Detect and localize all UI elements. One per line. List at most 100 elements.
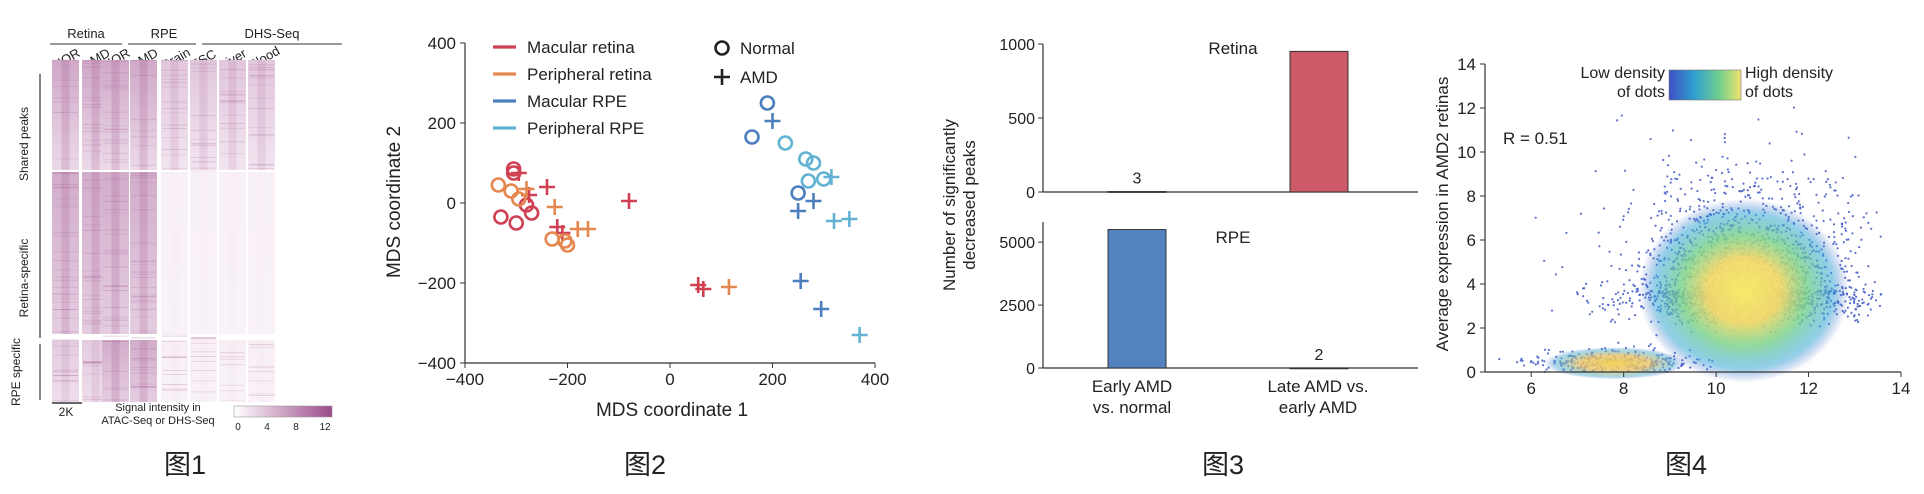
fig4-point bbox=[1779, 188, 1782, 191]
fig2-point-amd bbox=[580, 221, 596, 237]
fig4-point bbox=[1879, 293, 1882, 296]
fig3-y-tick-label: 0 bbox=[1026, 361, 1035, 378]
fig2-point-amd bbox=[792, 273, 809, 289]
fig4-point bbox=[1742, 188, 1745, 191]
fig1-heat-block bbox=[161, 340, 188, 402]
fig2-point-normal bbox=[557, 233, 573, 249]
fig4-low-density-label-2: of dots bbox=[1617, 84, 1665, 101]
fig4-point bbox=[1848, 302, 1852, 305]
fig4-point bbox=[1833, 235, 1836, 239]
fig1-colorbar-title-1: Signal intensity in bbox=[115, 402, 201, 414]
fig4-point bbox=[1710, 188, 1713, 192]
fig4-point bbox=[1815, 193, 1818, 197]
fig4-point bbox=[1862, 287, 1865, 290]
fig4-point bbox=[1636, 270, 1639, 273]
fig2-point-amd bbox=[695, 281, 712, 297]
fig4-point bbox=[1598, 305, 1601, 308]
fig4-point bbox=[1649, 216, 1653, 220]
fig4-plot-area bbox=[1498, 106, 1883, 383]
fig4-point bbox=[1723, 141, 1727, 144]
fig4-point bbox=[1684, 193, 1687, 196]
fig1-scale-bar-label: 2K bbox=[59, 405, 74, 419]
fig1-heat-peak bbox=[111, 340, 120, 402]
fig3-bar-data-label: 2 bbox=[1315, 347, 1324, 364]
fig4-y-tick-label: 4 bbox=[1467, 275, 1476, 294]
fig4-x-tick-label: 8 bbox=[1619, 379, 1628, 398]
fig1-heat-peak bbox=[61, 340, 70, 402]
fig1-heat-block bbox=[52, 60, 79, 170]
fig4-point bbox=[1874, 299, 1878, 302]
fig4-point bbox=[1857, 313, 1861, 316]
fig2-point-normal bbox=[511, 191, 527, 207]
fig1-colorbar-tick-label: 8 bbox=[293, 422, 299, 433]
fig2-point-amd bbox=[790, 203, 807, 219]
fig1-heat-block bbox=[130, 60, 157, 170]
fig1-heat-columns bbox=[52, 59, 275, 402]
fig4-point bbox=[1498, 358, 1501, 361]
fig4-point bbox=[1726, 168, 1730, 171]
fig4-point bbox=[1660, 226, 1663, 230]
fig4-point bbox=[1611, 318, 1614, 321]
fig4-point bbox=[1617, 313, 1620, 316]
fig4-x-tick-label: 12 bbox=[1799, 379, 1818, 398]
fig4-point bbox=[1723, 136, 1726, 139]
fig4-point bbox=[1609, 320, 1612, 323]
fig4-point bbox=[1622, 292, 1625, 296]
fig1-row-label-rpe: RPE specific bbox=[9, 338, 23, 406]
fig4-point bbox=[1801, 205, 1805, 208]
fig4-point bbox=[1854, 319, 1857, 322]
fig4-point bbox=[1879, 235, 1882, 238]
fig4-point bbox=[1847, 201, 1850, 205]
fig1-heat-peak bbox=[139, 172, 148, 334]
fig4-point bbox=[1702, 199, 1705, 203]
fig4-point bbox=[1616, 119, 1619, 122]
fig4-point bbox=[1854, 251, 1857, 255]
fig4-point bbox=[1637, 251, 1641, 254]
fig4-point bbox=[1673, 171, 1676, 174]
fig4-density-cluster-main bbox=[1638, 198, 1849, 383]
fig2-x-tick-label: 200 bbox=[758, 370, 786, 389]
fig2-point-amd bbox=[805, 193, 822, 209]
fig4-point bbox=[1755, 177, 1759, 180]
fig4-point bbox=[1629, 202, 1633, 205]
fig4-y-tick-label: 2 bbox=[1467, 319, 1476, 338]
fig2-point-amd bbox=[823, 169, 840, 185]
fig4-point bbox=[1614, 321, 1617, 324]
fig2-legend-label: Macular retina bbox=[527, 38, 635, 57]
fig4-point bbox=[1699, 178, 1702, 181]
fig4-point bbox=[1735, 163, 1738, 166]
fig1-group-label-retina: Retina bbox=[67, 26, 105, 41]
fig4-point bbox=[1720, 171, 1724, 175]
fig4-point bbox=[1749, 196, 1752, 199]
fig2-point-normal bbox=[744, 129, 760, 145]
fig1-heat-block bbox=[190, 172, 217, 334]
fig4-point bbox=[1617, 341, 1620, 344]
fig3-bar bbox=[1289, 50, 1349, 193]
fig2-y-tick-label: 400 bbox=[428, 34, 456, 53]
fig4-point bbox=[1638, 265, 1641, 268]
fig4-point bbox=[1841, 225, 1844, 228]
fig4-point bbox=[1542, 364, 1545, 367]
fig1-heat-peak bbox=[199, 172, 207, 334]
fig4-point bbox=[1546, 352, 1550, 355]
fig3-xtick-1-line2: vs. normal bbox=[1093, 398, 1171, 417]
fig2-point-amd bbox=[813, 301, 830, 317]
fig4-high-density-label-1: High density bbox=[1745, 65, 1833, 82]
fig2-point-normal bbox=[777, 135, 794, 151]
fig4-point bbox=[1710, 176, 1714, 179]
fig4-point bbox=[1844, 221, 1847, 224]
fig4-point bbox=[1612, 300, 1615, 304]
fig2-point-normal bbox=[544, 231, 560, 247]
fig4-point bbox=[1727, 170, 1730, 174]
fig2-point-normal bbox=[800, 173, 817, 189]
fig4-point bbox=[1669, 214, 1672, 218]
fig4-point bbox=[1690, 187, 1693, 190]
fig4-point bbox=[1626, 211, 1630, 214]
fig4-point bbox=[1554, 273, 1557, 276]
fig4-point bbox=[1695, 161, 1698, 164]
fig4-point bbox=[1867, 264, 1870, 268]
fig4-point bbox=[1618, 267, 1621, 270]
fig4-point bbox=[1653, 347, 1656, 350]
fig4-point bbox=[1537, 356, 1540, 359]
fig4-point bbox=[1851, 194, 1854, 197]
